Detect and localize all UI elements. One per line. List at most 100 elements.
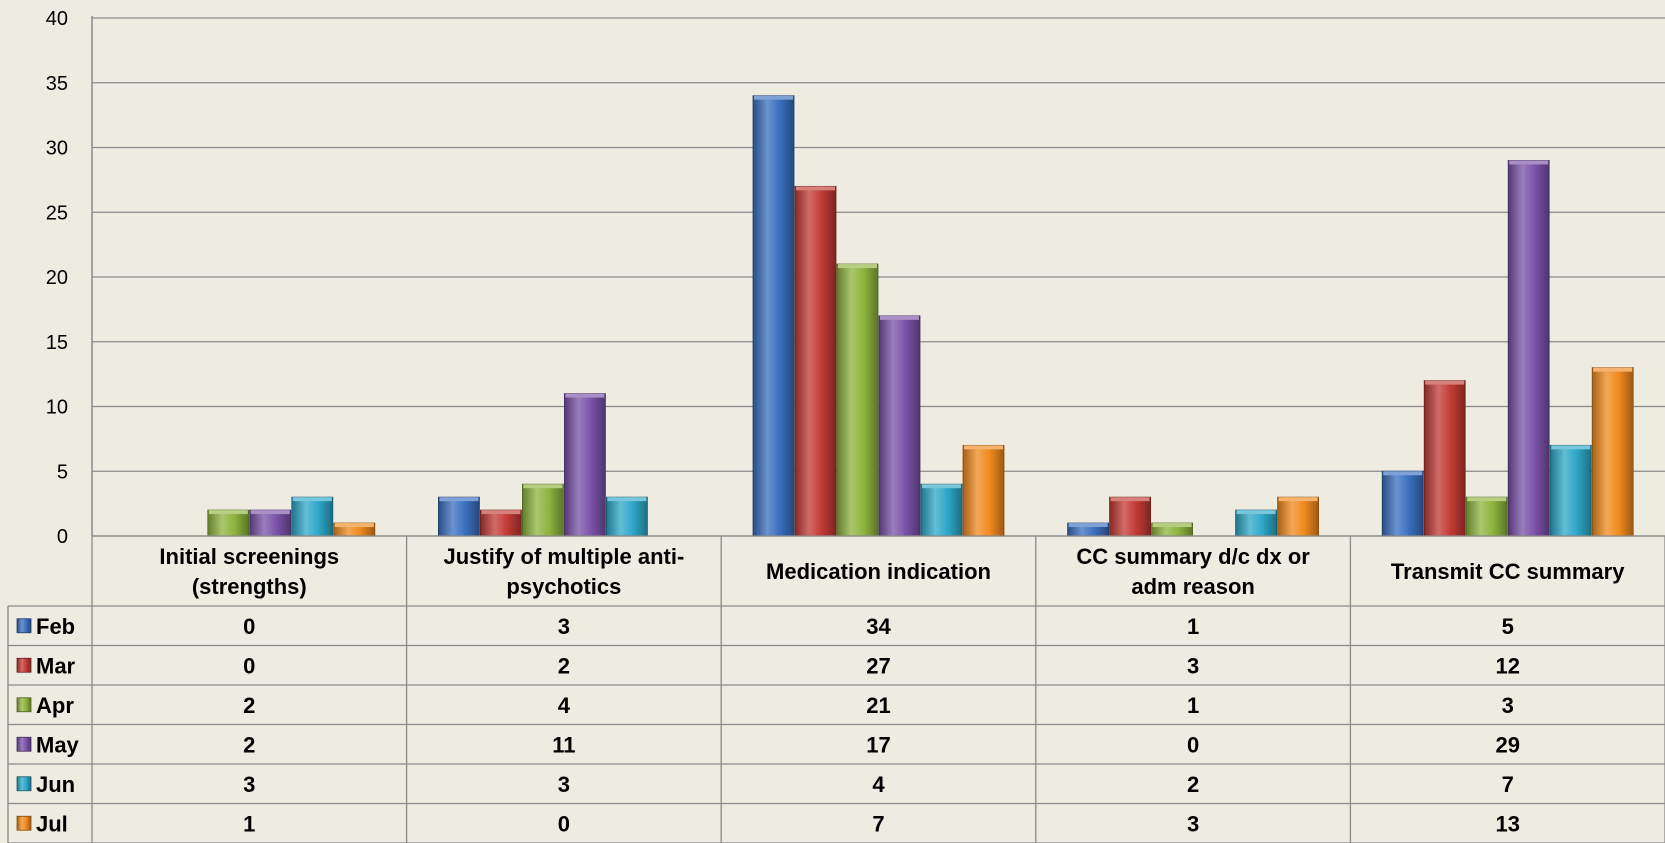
data-label: 3 <box>1187 811 1199 836</box>
bar-jul-3 <box>1277 496 1319 537</box>
bar-top-highlight <box>1236 510 1276 515</box>
bar-top-highlight <box>1110 497 1150 502</box>
bar-jun-3 <box>1235 509 1277 537</box>
legend-entry-feb: Feb <box>36 614 75 639</box>
bar-jul-2 <box>962 444 1005 537</box>
data-label: 2 <box>243 693 255 718</box>
data-label: 0 <box>243 653 255 678</box>
bar-top-highlight <box>439 497 479 502</box>
data-label: 13 <box>1495 811 1519 836</box>
legend-key-apr <box>16 697 32 713</box>
bar-top-highlight <box>754 95 793 100</box>
legend-entry-jul: Jul <box>36 811 68 836</box>
data-label: 21 <box>866 693 890 718</box>
data-label: 0 <box>558 811 570 836</box>
bar-apr-4 <box>1465 496 1508 537</box>
bar-top-highlight <box>208 510 248 515</box>
bar-top-highlight <box>1152 523 1192 528</box>
bar-may-2 <box>878 315 921 537</box>
legend-entry-jun: Jun <box>36 772 75 797</box>
y-tick-label: 30 <box>46 138 68 160</box>
data-label: 3 <box>1502 693 1514 718</box>
data-table: Initial screenings (strengths) Justify of … <box>7 535 1665 843</box>
y-tick-label: 5 <box>57 461 68 483</box>
legend-entry-may: May <box>36 732 80 757</box>
bar-top-highlight <box>250 510 290 515</box>
bar-top-highlight <box>292 497 332 502</box>
bar-top-highlight <box>481 510 521 515</box>
category-label: psychotics <box>506 574 621 599</box>
y-tick-label: 40 <box>46 8 68 30</box>
bar-feb-4 <box>1381 470 1424 537</box>
bar-top-highlight <box>1593 367 1633 372</box>
bar-feb-1 <box>437 496 480 537</box>
y-tick-label: 10 <box>46 397 68 419</box>
bar-jun-0 <box>291 496 334 537</box>
category-label: Justify of multiple anti- <box>444 544 685 569</box>
category-label: CC summary d/c dx or <box>1076 544 1310 569</box>
legend-key-feb <box>16 618 32 634</box>
bar-top-highlight <box>1551 445 1591 450</box>
bar-top-highlight <box>607 497 647 502</box>
category-label: Medication indication <box>766 559 991 584</box>
legend-entry-apr: Apr <box>36 693 74 718</box>
category-label: adm reason <box>1131 574 1255 599</box>
category-label: Transmit CC summary <box>1391 559 1625 584</box>
data-label: 1 <box>1187 614 1199 639</box>
data-label: 5 <box>1502 614 1514 639</box>
data-label: 3 <box>558 772 570 797</box>
data-label: 29 <box>1495 732 1519 757</box>
bar-apr-2 <box>836 263 879 537</box>
data-label: 4 <box>558 693 571 718</box>
y-tick-label: 15 <box>46 332 68 354</box>
data-label: 7 <box>872 811 884 836</box>
data-label: 3 <box>558 614 570 639</box>
bar-top-highlight <box>922 484 961 489</box>
data-label: 2 <box>1187 772 1199 797</box>
data-label: 11 <box>552 732 575 757</box>
bar-top-highlight <box>334 523 374 528</box>
data-label: 4 <box>872 772 885 797</box>
legend-key-jul <box>16 815 32 831</box>
bar-top-highlight <box>880 315 919 320</box>
bar-top-highlight <box>1425 380 1465 385</box>
y-tick-label: 35 <box>46 73 68 95</box>
bar-mar-4 <box>1423 380 1466 537</box>
legend-entry-mar: Mar <box>36 653 76 678</box>
gridlines <box>91 16 1665 537</box>
data-label: 12 <box>1495 653 1519 678</box>
bar-mar-2 <box>794 185 837 537</box>
bar-may-4 <box>1507 160 1550 537</box>
category-label: (strengths) <box>192 574 307 599</box>
y-tick-label: 20 <box>46 267 68 289</box>
bar-top-highlight <box>1509 160 1549 165</box>
legend-key-mar <box>16 657 32 673</box>
bar-top-highlight <box>1383 471 1423 476</box>
data-label: 2 <box>243 732 255 757</box>
bar-may-1 <box>564 393 606 537</box>
bar-top-highlight <box>1467 497 1507 502</box>
y-axis-ticks: 0 5 10 15 20 25 30 35 40 <box>46 8 68 548</box>
bar-jun-2 <box>920 483 963 537</box>
data-label: 3 <box>1187 653 1199 678</box>
bar-top-highlight <box>838 264 877 269</box>
data-label: 7 <box>1502 772 1514 797</box>
bar-top-highlight <box>1278 497 1318 502</box>
bar-top-highlight <box>796 186 835 191</box>
bar-mar-3 <box>1109 496 1151 537</box>
bar-jun-1 <box>606 496 648 537</box>
bar-jun-4 <box>1549 444 1592 537</box>
legend-key-may <box>16 736 32 752</box>
y-tick-label: 25 <box>46 202 68 224</box>
bars <box>207 95 1634 537</box>
y-tick-label: 0 <box>57 526 68 548</box>
bar-mar-1 <box>479 509 522 537</box>
category-label: Initial screenings <box>159 544 339 569</box>
bar-top-highlight <box>565 393 605 398</box>
data-label: 2 <box>558 653 570 678</box>
data-label: 34 <box>866 614 891 639</box>
bar-apr-1 <box>522 483 564 537</box>
data-label: 17 <box>866 732 890 757</box>
legend-key-jun <box>16 776 32 792</box>
